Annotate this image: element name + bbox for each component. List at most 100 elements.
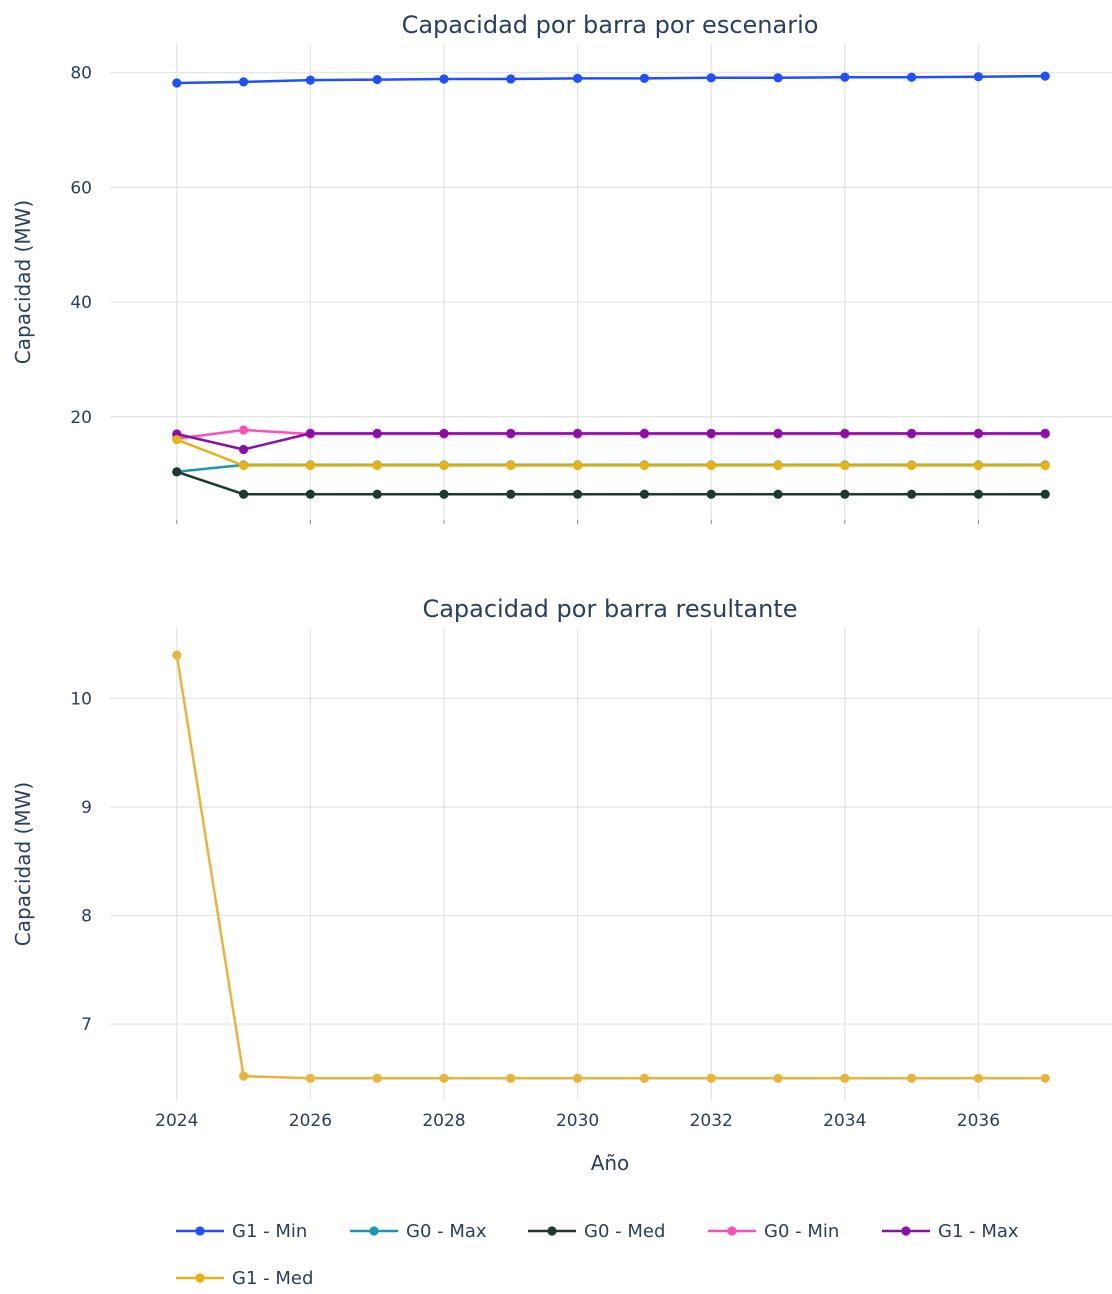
top-series-g1-med-point [639, 460, 650, 471]
top-series-g0-med-point [639, 489, 650, 499]
top-series-g1-max-point [773, 428, 783, 439]
top-series-g1-med-point [172, 435, 182, 445]
top-series-g0-med-point [840, 489, 850, 499]
bottom-chart-title: Capacidad por barra resultante [422, 595, 797, 623]
top-series-g1-max-point [506, 428, 516, 439]
top-series-g1-med-point [840, 460, 850, 471]
top-series-g0-med-point [439, 489, 449, 499]
legend-item-g1-med: G1 - Med [176, 1268, 313, 1289]
bottom-xtick-label: 2036 [957, 1111, 1000, 1131]
bottom-series-0-point [907, 1073, 917, 1083]
top-chart-title: Capacidad por barra por escenario [402, 11, 819, 39]
legend-swatch-marker [727, 1226, 737, 1236]
top-series-g1-min-point [573, 73, 583, 84]
top-series-g1-min-point [706, 73, 716, 83]
top-series-g0-med-line [176, 470, 1046, 496]
legend-item-g0-max: G0 - Max [350, 1221, 487, 1242]
bottom-series-0-point [372, 1073, 382, 1083]
top-series-g1-min-point [840, 72, 850, 82]
top-ytick-label: 20 [70, 408, 92, 428]
bottom-ytick-label: 7 [81, 1015, 92, 1035]
top-series-g1-max-point [573, 428, 583, 439]
top-series-g1-max-point [840, 428, 850, 439]
bottom-xtick-label: 2034 [823, 1111, 866, 1131]
top-series-g1-min-point [439, 74, 449, 84]
top-series-g0-med-point [1040, 489, 1050, 499]
top-series-g1-med-point [305, 460, 315, 471]
bottom-series-0-point [573, 1073, 583, 1083]
bottom-series-0-point [239, 1071, 249, 1081]
top-series-g0-max [172, 460, 1050, 477]
top-series-g1-max-point [907, 428, 917, 439]
legend-label: G1 - Max [938, 1221, 1019, 1242]
top-series-g1-med-line [176, 438, 1046, 467]
legend-label: G0 - Med [584, 1221, 665, 1242]
top-series-g1-med-point [372, 460, 382, 471]
top-subplot: 20 40 60 80 Capacidad por barra por escenari… [11, 11, 1112, 524]
legend-swatch-marker [195, 1273, 205, 1283]
bottom-series-0-point [506, 1073, 516, 1083]
top-series-g0-min-point [239, 425, 249, 435]
top-series-g0-med-point [973, 489, 984, 499]
legend-item-g0-med: G0 - Med [528, 1221, 665, 1242]
top-ytick-label: 60 [70, 178, 92, 198]
top-series-g1-med-point [506, 460, 516, 471]
top-series-g1-max-point [305, 428, 315, 439]
top-series-g1-min-point [172, 78, 182, 88]
bottom-x-axis-label: Año [591, 1151, 630, 1175]
bottom-xtick-label: 2026 [289, 1111, 332, 1131]
bottom-series-0-point [973, 1073, 984, 1083]
top-series-g1-med-point [973, 460, 984, 471]
top-series-g1-med-point [773, 460, 783, 471]
legend-label: G1 - Med [232, 1268, 313, 1289]
legend-swatch-marker [547, 1226, 557, 1236]
top-series-g0-med-point [907, 489, 917, 499]
bottom-series-0-point [172, 650, 182, 660]
top-series-g1-med-point [239, 460, 249, 471]
bottom-ytick-label: 8 [81, 907, 92, 927]
bottom-series-0-point [706, 1073, 716, 1083]
bottom-gridlines [110, 628, 1112, 1100]
top-series-g1-min-point [773, 73, 783, 83]
top-series-g1-max-point [372, 428, 382, 439]
top-series-g1-med-point [439, 460, 449, 471]
bottom-subplot: 7 8 9 10 2024 2026 2028 2030 2032 2034 2036 Capacid… [11, 595, 1112, 1175]
bottom-series-0-point [305, 1073, 315, 1083]
top-series-g1-max-point [973, 428, 984, 439]
top-series-g1-min-point [973, 72, 984, 82]
top-series-g1-med [172, 435, 1050, 471]
top-series-g0-med-point [239, 489, 249, 499]
bottom-xtick-label: 2024 [155, 1111, 198, 1131]
top-series-g0-med-point [305, 489, 315, 499]
top-series-g0-med-point [706, 489, 716, 499]
top-gridlines [110, 44, 1112, 524]
legend-item-g1-max: G1 - Max [882, 1221, 1019, 1242]
top-series-g1-max-line [176, 432, 1046, 451]
top-y-axis-label: Capacidad (MW) [11, 200, 35, 364]
top-series-g1-min [172, 71, 1050, 88]
bottom-series-0-point [439, 1073, 449, 1083]
top-series-g1-min-point [305, 75, 315, 85]
bottom-series-0-point [840, 1073, 850, 1083]
top-series-g1-min-point [506, 74, 516, 84]
bottom-ytick-label: 9 [81, 798, 92, 818]
top-series-g1-min-point [639, 73, 650, 84]
bottom-series-0-point [639, 1073, 650, 1083]
top-series-g1-med-point [573, 460, 583, 471]
legend-swatch-marker [901, 1226, 911, 1236]
bottom-series-0 [172, 650, 1050, 1083]
top-series-g1-max-point [239, 444, 249, 455]
top-series-g0-med-point [573, 489, 583, 499]
top-series-g1-med-point [907, 460, 917, 471]
legend-item-g0-min: G0 - Min [708, 1221, 839, 1242]
bottom-ytick-label: 10 [70, 690, 92, 710]
top-series-g0-med-point [773, 489, 783, 499]
top-series-g1-max-point [439, 428, 449, 439]
top-series-g0-med-point [172, 467, 182, 477]
bottom-series-0-point [773, 1073, 783, 1083]
legend-item-g1-min: G1 - Min [176, 1221, 307, 1242]
top-series-g1-max-point [1040, 428, 1050, 439]
top-series-g1-max-point [706, 428, 716, 439]
legend-swatch-marker [195, 1226, 205, 1236]
